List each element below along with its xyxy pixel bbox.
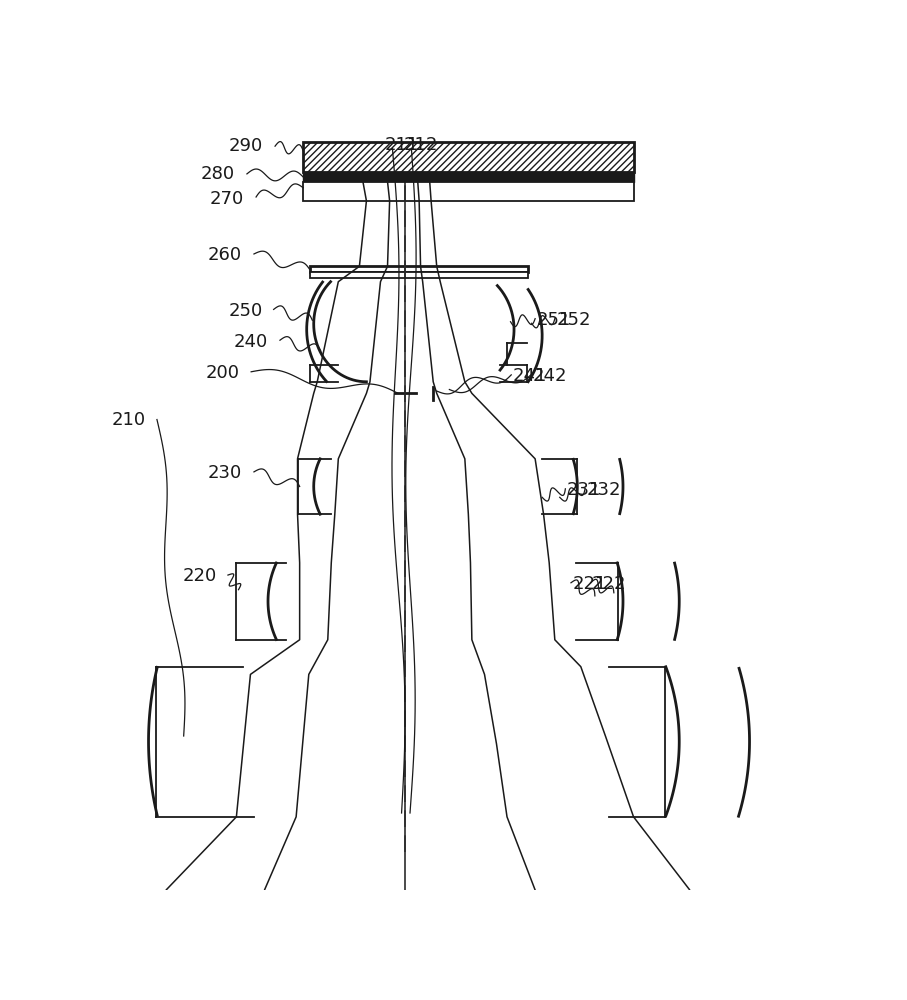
Text: 221: 221: [572, 575, 607, 593]
Text: 250: 250: [229, 302, 263, 320]
Text: 251: 251: [537, 311, 571, 329]
Text: 211: 211: [385, 136, 419, 154]
Bar: [303, 142, 634, 172]
Text: 290: 290: [229, 137, 262, 155]
Bar: [303, 182, 634, 201]
Text: 232: 232: [587, 481, 621, 499]
Text: 252: 252: [556, 311, 590, 329]
Text: 231: 231: [567, 481, 601, 499]
Text: 242: 242: [532, 367, 567, 385]
Bar: [310, 272, 528, 278]
Text: 240: 240: [234, 333, 268, 351]
Text: 220: 220: [182, 567, 217, 585]
Text: 210: 210: [112, 411, 146, 429]
Text: 241: 241: [512, 367, 547, 385]
Text: 270: 270: [210, 190, 243, 208]
Text: 212: 212: [404, 136, 438, 154]
Text: 230: 230: [208, 464, 242, 482]
Text: 222: 222: [592, 575, 627, 593]
Text: 280: 280: [200, 165, 235, 183]
Bar: [310, 266, 528, 272]
Text: 260: 260: [208, 246, 242, 264]
Text: 200: 200: [206, 364, 239, 382]
